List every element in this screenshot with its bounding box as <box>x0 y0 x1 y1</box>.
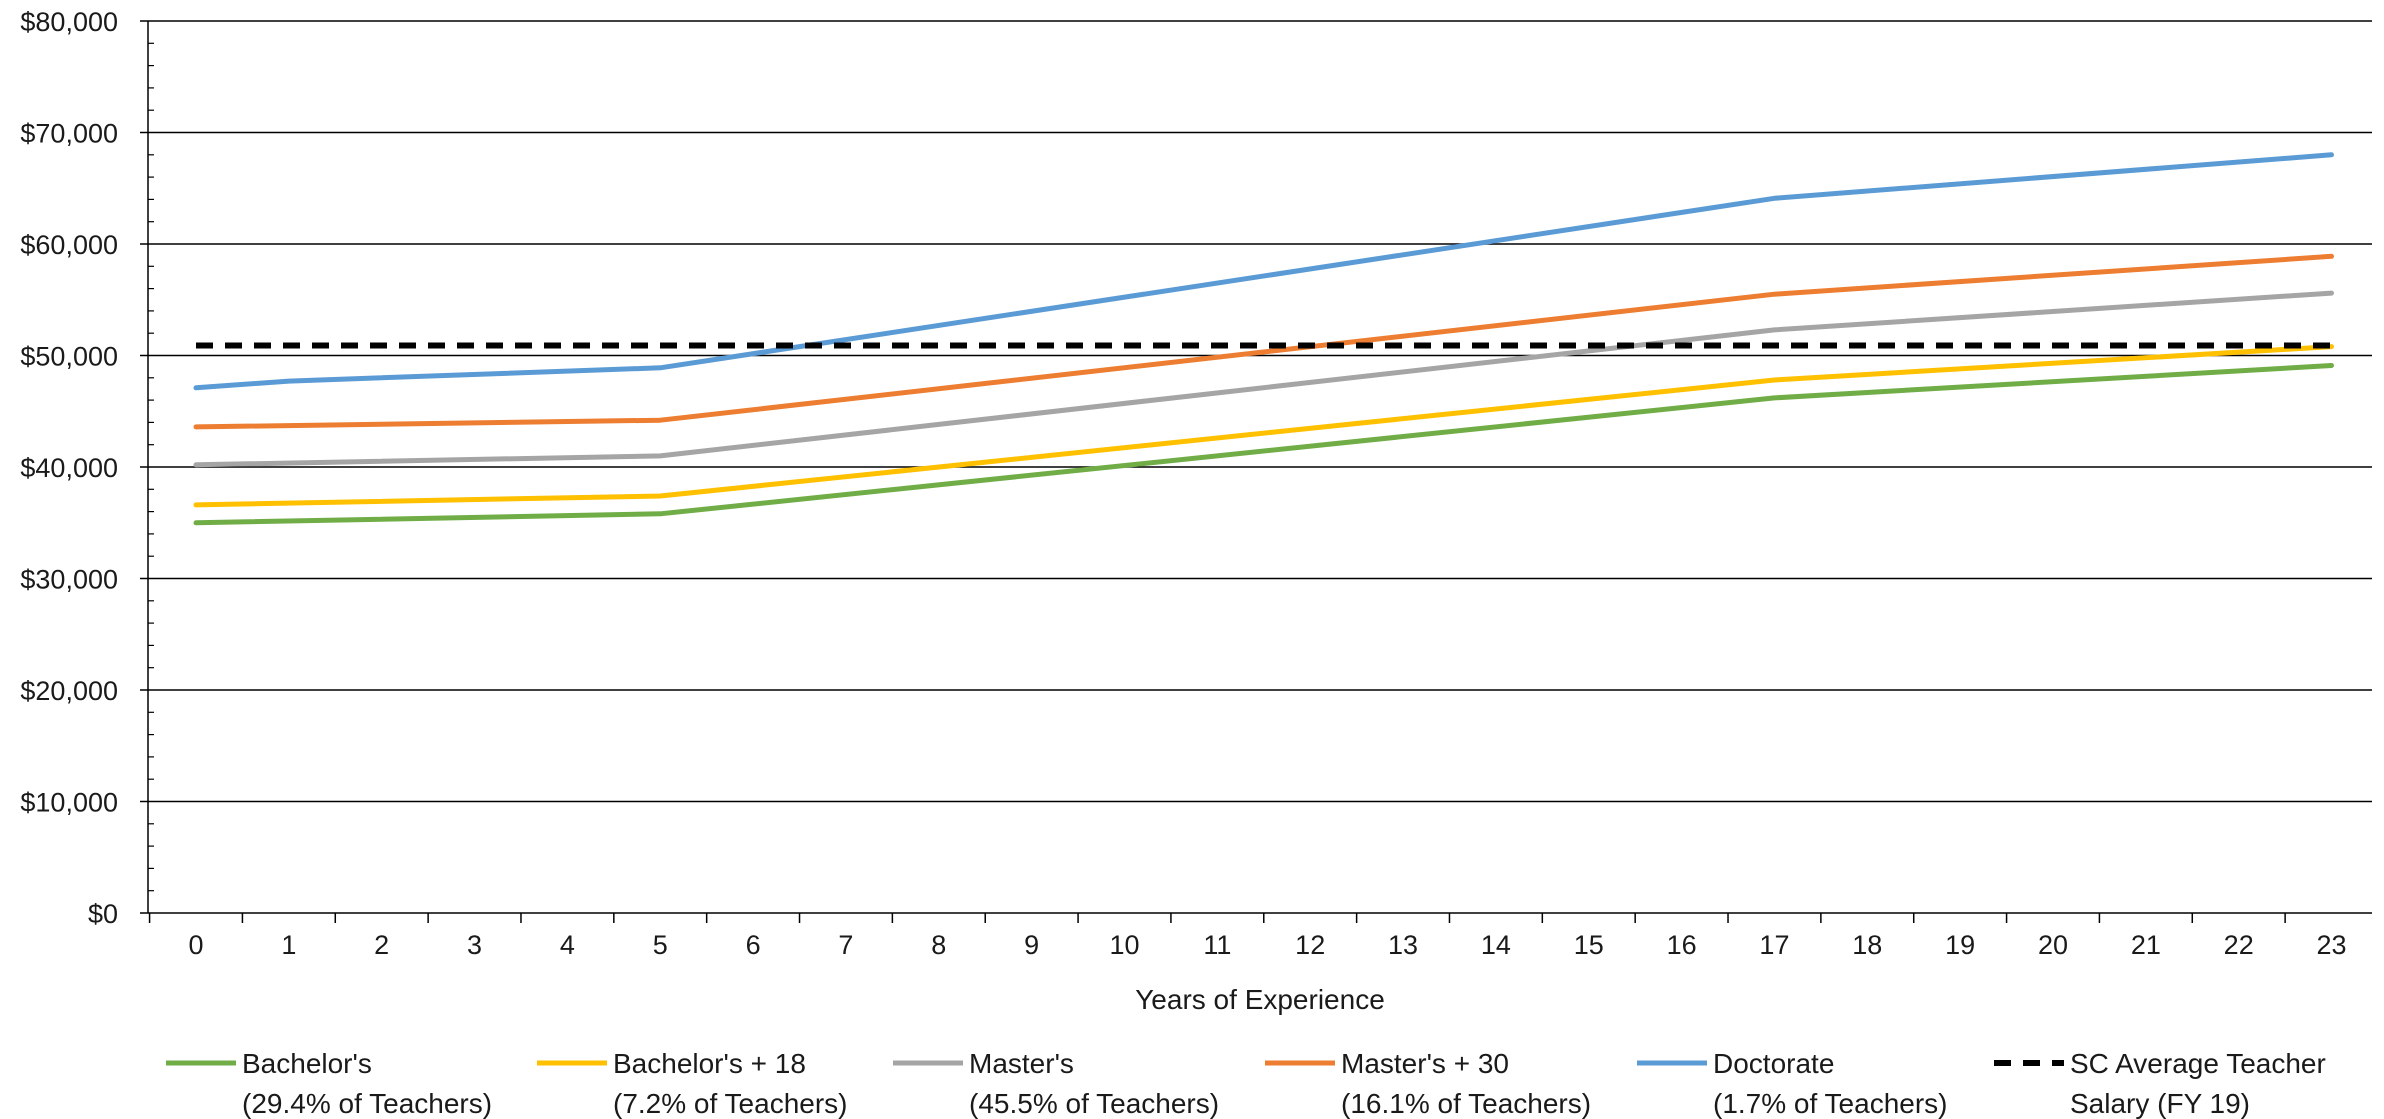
legend-label-master-s: Master's <box>969 1048 1074 1079</box>
y-tick-label: $10,000 <box>20 788 118 818</box>
y-tick-label: $50,000 <box>20 342 118 372</box>
x-axis: 0 1 2 3 4 5 6 7 8 9 10 11 12 13 14 15 16 17 18 19 20 21 22 23 <box>148 912 2372 960</box>
x-tick-label: 3 <box>467 930 482 960</box>
legend-label-bachelor-s: Bachelor's <box>242 1048 372 1079</box>
legend-label-doctorate: Doctorate <box>1713 1048 1834 1079</box>
x-tick-label: 18 <box>1852 930 1882 960</box>
legend: Bachelor's (29.4% of Teachers) Bachelor's … <box>166 1048 2326 1119</box>
x-tick-label: 1 <box>281 930 296 960</box>
legend-label-master-s-30: Master's + 30 <box>1341 1048 1509 1079</box>
y-axis: $0 $10,000 $20,000 $30,000 $40,000 $50,000 $60… <box>20 7 154 929</box>
legend-sublabel-master-s-30: (16.1% of Teachers) <box>1341 1088 1591 1119</box>
y-tick-label: $30,000 <box>20 565 118 595</box>
series-line-doctorate <box>193 152 2334 391</box>
x-tick-label: 11 <box>1203 930 1231 960</box>
x-tick-label: 14 <box>1481 930 1511 960</box>
x-tick-label: 6 <box>746 930 761 960</box>
x-tick-label: 21 <box>2131 930 2161 960</box>
legend-label-bachelor-s-18: Bachelor's + 18 <box>613 1048 806 1079</box>
legend-sublabel-bachelor-s-18: (7.2% of Teachers) <box>613 1088 848 1119</box>
y-tick-label: $80,000 <box>20 7 118 37</box>
x-tick-label: 2 <box>374 930 389 960</box>
x-tick-label: 12 <box>1295 930 1325 960</box>
x-tick-label: 7 <box>838 930 853 960</box>
series-line-bachelor-s-18 <box>193 344 2334 508</box>
x-tick-label: 16 <box>1667 930 1697 960</box>
x-axis-title: Years of Experience <box>1135 984 1385 1015</box>
x-tick-label: 19 <box>1945 930 1975 960</box>
legend-sublabel-master-s: (45.5% of Teachers) <box>969 1088 1219 1119</box>
legend-sublabel-bachelor-s: (29.4% of Teachers) <box>242 1088 492 1119</box>
x-tick-label: 23 <box>2317 930 2347 960</box>
y-tick-label: $70,000 <box>20 119 118 149</box>
gridlines <box>148 20 2372 803</box>
y-tick-label: $60,000 <box>20 230 118 260</box>
x-tick-label: 20 <box>2038 930 2068 960</box>
series-line-bachelor-s <box>193 363 2334 526</box>
legend-sublabel-sc-average-teacher-salary-fy-19: Salary (FY 19) <box>2070 1088 2250 1119</box>
y-tick-label: $0 <box>88 899 118 929</box>
x-tick-label: 9 <box>1024 930 1039 960</box>
y-tick-label: $20,000 <box>20 676 118 706</box>
x-tick-label: 15 <box>1574 930 1604 960</box>
x-tick-label: 22 <box>2224 930 2254 960</box>
x-tick-label: 10 <box>1109 930 1139 960</box>
series-lines <box>193 152 2334 526</box>
x-tick-label: 4 <box>560 930 575 960</box>
x-tick-label: 5 <box>653 930 668 960</box>
x-tick-label: 0 <box>188 930 203 960</box>
legend-sublabel-doctorate: (1.7% of Teachers) <box>1713 1088 1948 1119</box>
y-tick-label: $40,000 <box>20 453 118 483</box>
x-tick-label: 8 <box>931 930 946 960</box>
series-line-master-s-30 <box>193 253 2334 430</box>
x-tick-label: 17 <box>1759 930 1789 960</box>
x-tick-label: 13 <box>1388 930 1418 960</box>
series-line-master-s <box>193 290 2334 468</box>
legend-label-sc-average-teacher-salary-fy-19: SC Average Teacher <box>2070 1048 2326 1079</box>
